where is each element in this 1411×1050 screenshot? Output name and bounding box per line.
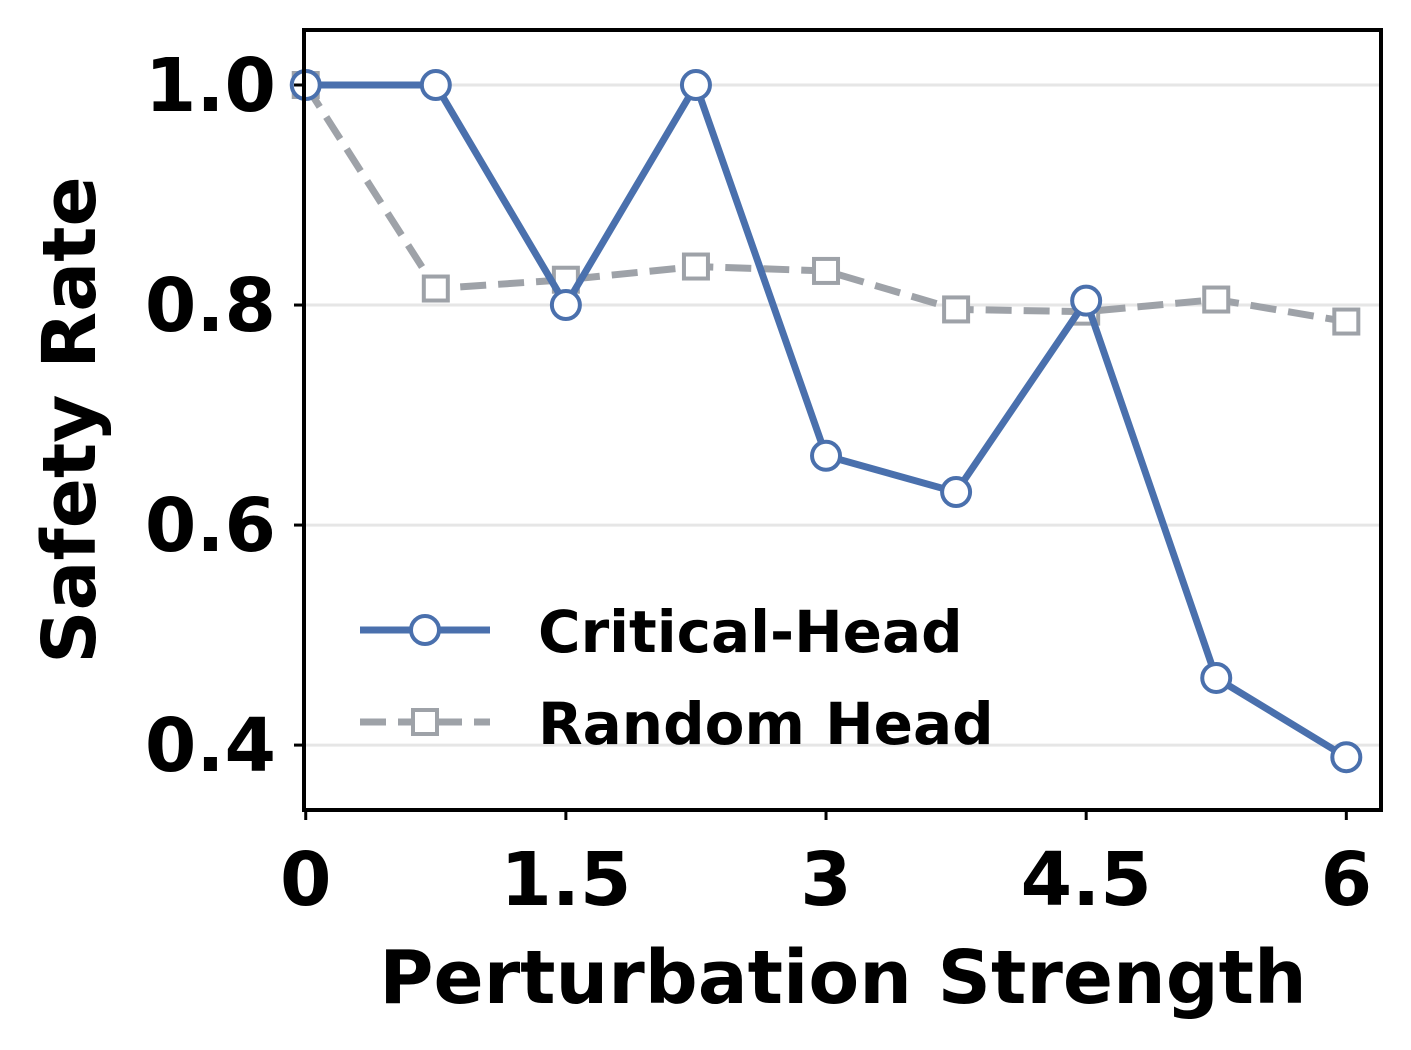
x-axis-label: Perturbation Strength xyxy=(379,935,1306,1021)
data-point xyxy=(679,69,712,102)
plot-frame xyxy=(302,28,1383,812)
data-point xyxy=(411,708,439,736)
legend: Critical-Head Random Head xyxy=(360,598,994,758)
x-tick-label: 0 xyxy=(280,837,332,923)
legend-entry: Critical-Head xyxy=(360,598,963,666)
x-tick-label: 6 xyxy=(1321,837,1373,923)
data-point xyxy=(409,614,441,646)
x-tick-label: 3 xyxy=(800,837,852,923)
x-tick-label: 4.5 xyxy=(1021,837,1152,923)
data-point xyxy=(1330,741,1363,774)
data-point xyxy=(812,256,841,285)
x-tick-label: 1.5 xyxy=(500,837,631,923)
y-tick-label: 0.6 xyxy=(145,483,276,569)
data-point xyxy=(419,69,452,102)
legend-label: Random Head xyxy=(538,690,994,758)
data-point xyxy=(549,289,582,322)
y-tick-label: 1.0 xyxy=(145,43,276,129)
y-axis-label: Safety Rate xyxy=(27,176,113,663)
data-point xyxy=(940,476,973,509)
series-critical-head xyxy=(289,69,1363,774)
data-point xyxy=(1200,661,1233,694)
data-point xyxy=(810,439,843,472)
data-point xyxy=(942,295,971,324)
y-tick-label: 0.8 xyxy=(145,263,276,349)
y-tick-label: 0.4 xyxy=(145,703,276,789)
series-line xyxy=(302,83,1347,325)
legend-entry: Random Head xyxy=(360,690,994,758)
data-point xyxy=(681,252,710,281)
data-point xyxy=(1202,285,1231,314)
data-point xyxy=(421,274,450,303)
legend-label: Critical-Head xyxy=(538,598,963,666)
data-point xyxy=(1332,307,1361,336)
data-point xyxy=(1070,284,1103,317)
